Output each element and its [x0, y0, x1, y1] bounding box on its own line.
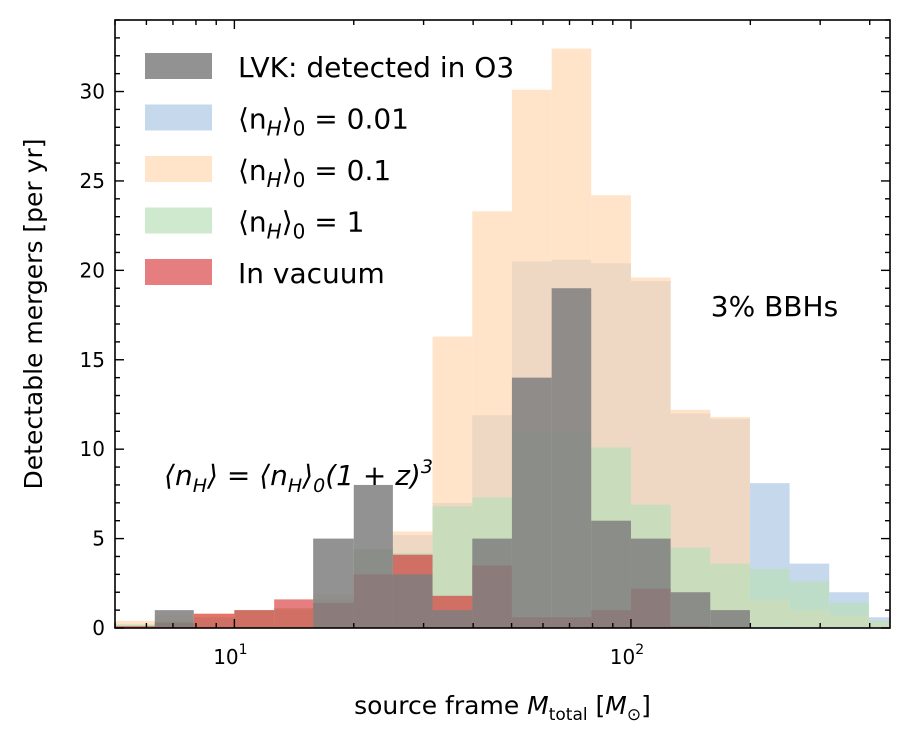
y-tick-label: 20 — [80, 258, 105, 282]
bar — [154, 610, 194, 628]
bar — [710, 610, 750, 628]
legend-label: ⟨nH⟩0 = 0.01 — [238, 103, 409, 141]
axis-ticks: 0 5 10 15 20 25 30 101 102 — [80, 19, 890, 669]
legend-item: ⟨nH⟩0 = 1 — [145, 206, 364, 244]
legend-swatch — [145, 104, 212, 131]
legend: LVK: detected in O3 ⟨nH⟩0 = 0.01 ⟨nH⟩0 = 0… — [145, 51, 514, 290]
legend-swatch — [145, 156, 212, 182]
legend-item: In vacuum — [145, 257, 385, 290]
bar — [591, 520, 631, 628]
bar — [115, 626, 155, 628]
y-tick-label: 0 — [92, 616, 105, 640]
histogram-bars — [115, 48, 890, 629]
x-tick-label: 102 — [610, 642, 644, 669]
bar — [432, 610, 473, 628]
y-axis-label: Detectable mergers [per yr] — [19, 139, 48, 490]
bar — [829, 602, 869, 628]
bar — [789, 581, 830, 628]
bar — [630, 538, 671, 628]
legend-item: LVK: detected in O3 — [145, 51, 514, 84]
y-tick-label: 25 — [80, 169, 105, 193]
bar — [193, 613, 235, 628]
annotations: 3% BBHs ⟨nH⟩ = ⟨nH⟩0(1 + z)3 — [164, 290, 838, 497]
y-tick-label: 15 — [80, 348, 105, 372]
bar — [670, 592, 711, 628]
y-tick-label: 30 — [80, 80, 105, 104]
legend-swatch — [145, 53, 212, 79]
legend-item: ⟨nH⟩0 = 0.01 — [145, 103, 409, 141]
bar — [313, 538, 354, 628]
bar — [353, 484, 393, 628]
bar — [392, 574, 433, 628]
annotation-density-formula: ⟨nH⟩ = ⟨nH⟩0(1 + z)3 — [164, 456, 433, 497]
legend-swatch — [145, 259, 212, 285]
legend-swatch — [145, 207, 212, 234]
legend-label: ⟨nH⟩0 = 1 — [238, 206, 364, 244]
legend-label: ⟨nH⟩0 = 0.1 — [238, 154, 391, 192]
y-tick-label: 10 — [80, 437, 105, 461]
x-tick-label: 101 — [213, 642, 247, 669]
series-4 — [154, 288, 750, 628]
bar — [868, 620, 890, 628]
x-axis-label: source frame Mtotal [M⊙] — [354, 691, 651, 725]
bar — [472, 538, 512, 628]
legend-label: In vacuum — [238, 257, 385, 290]
legend-label: LVK: detected in O3 — [238, 51, 514, 84]
legend-item: ⟨nH⟩0 = 0.1 — [145, 154, 391, 192]
bar — [551, 288, 592, 628]
bar — [511, 377, 552, 628]
y-tick-label: 5 — [92, 527, 105, 551]
bar — [234, 610, 275, 628]
annotation-bbh-fraction: 3% BBHs — [711, 290, 838, 323]
bar — [749, 568, 790, 628]
bar — [274, 599, 314, 628]
